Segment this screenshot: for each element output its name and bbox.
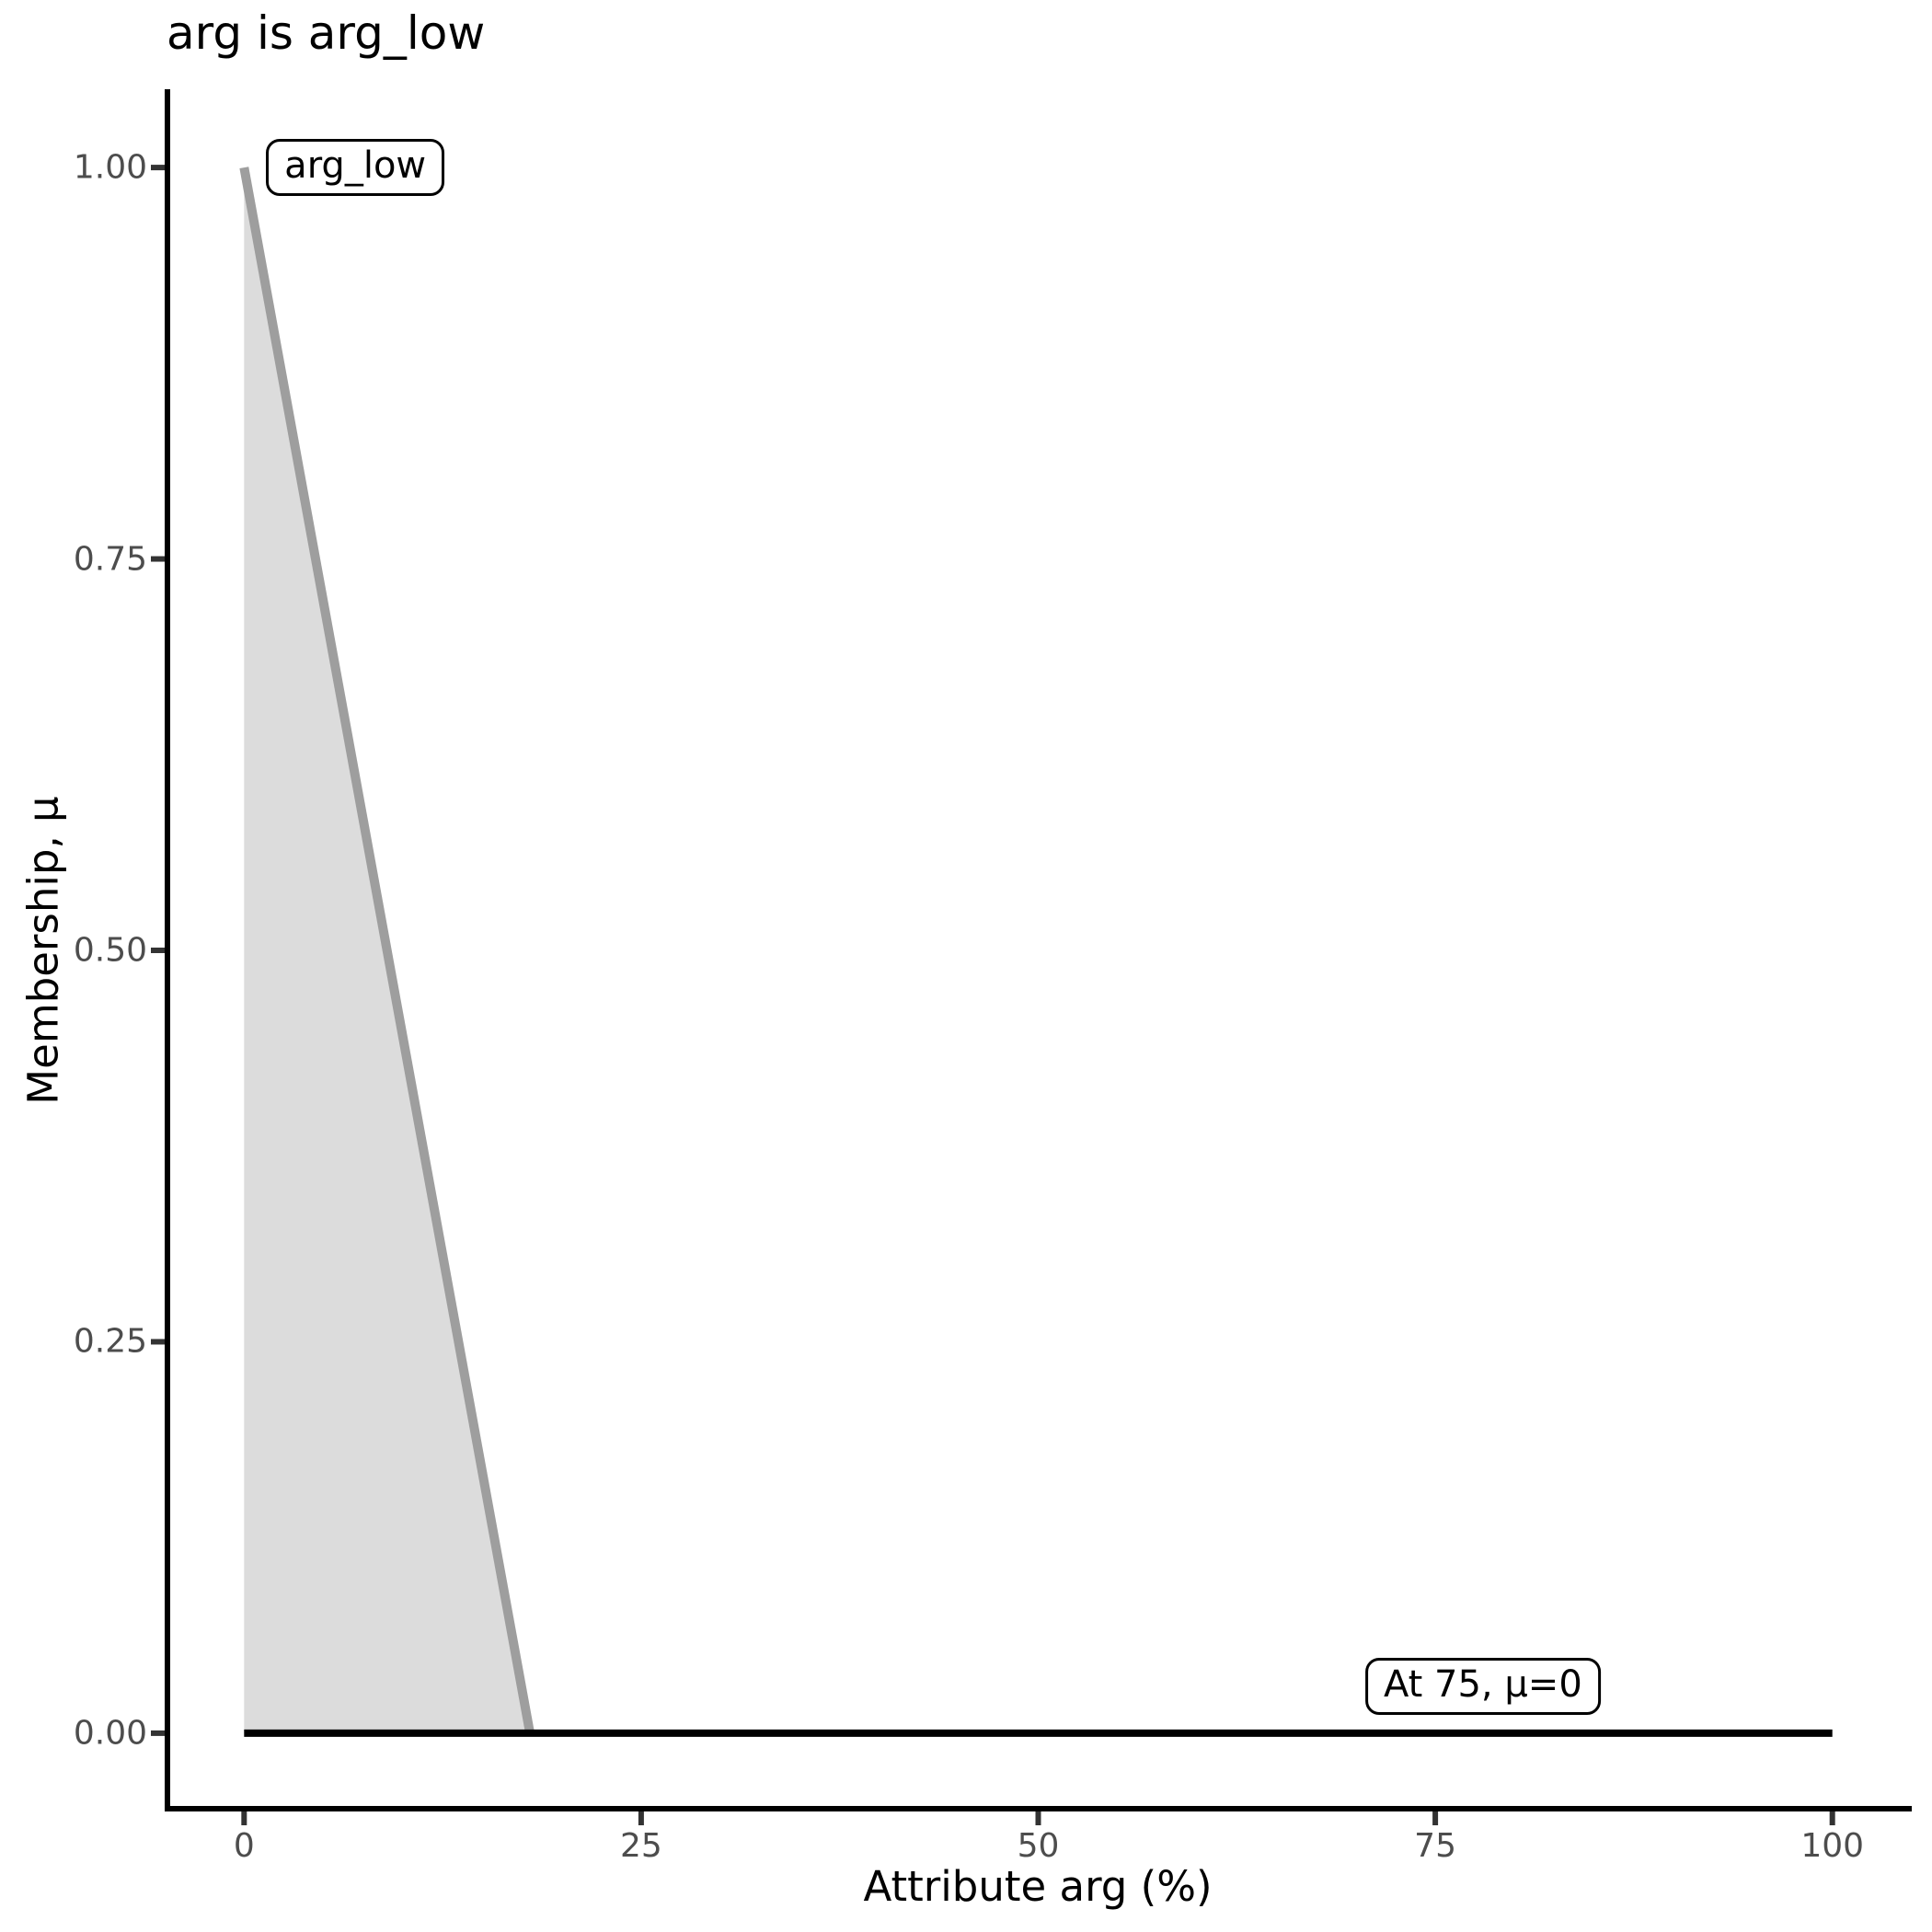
x-axis-title: Attribute arg (%) [863,1862,1213,1911]
chart-title: arg is arg_low [167,6,486,60]
x-tick-label: 100 [1800,1827,1865,1865]
y-tick-label: 0.50 [73,931,147,970]
plot-area [151,89,1912,1825]
x-tick-label: 0 [233,1827,255,1865]
y-tick-label: 0.75 [73,540,147,579]
y-tick-label: 0.00 [73,1714,147,1753]
annotation-arg-low: arg_low [266,139,445,197]
x-tick-label: 75 [1414,1827,1456,1865]
y-tick-label: 0.25 [73,1322,147,1361]
arg_low-membership-curve [239,167,535,1734]
annotation-at-75-mu-0: At 75, μ=0 [1364,1657,1601,1715]
y-tick-label: 1.00 [73,148,147,187]
x-tick-label: 25 [620,1827,662,1865]
x-tick-label: 50 [1017,1827,1060,1865]
